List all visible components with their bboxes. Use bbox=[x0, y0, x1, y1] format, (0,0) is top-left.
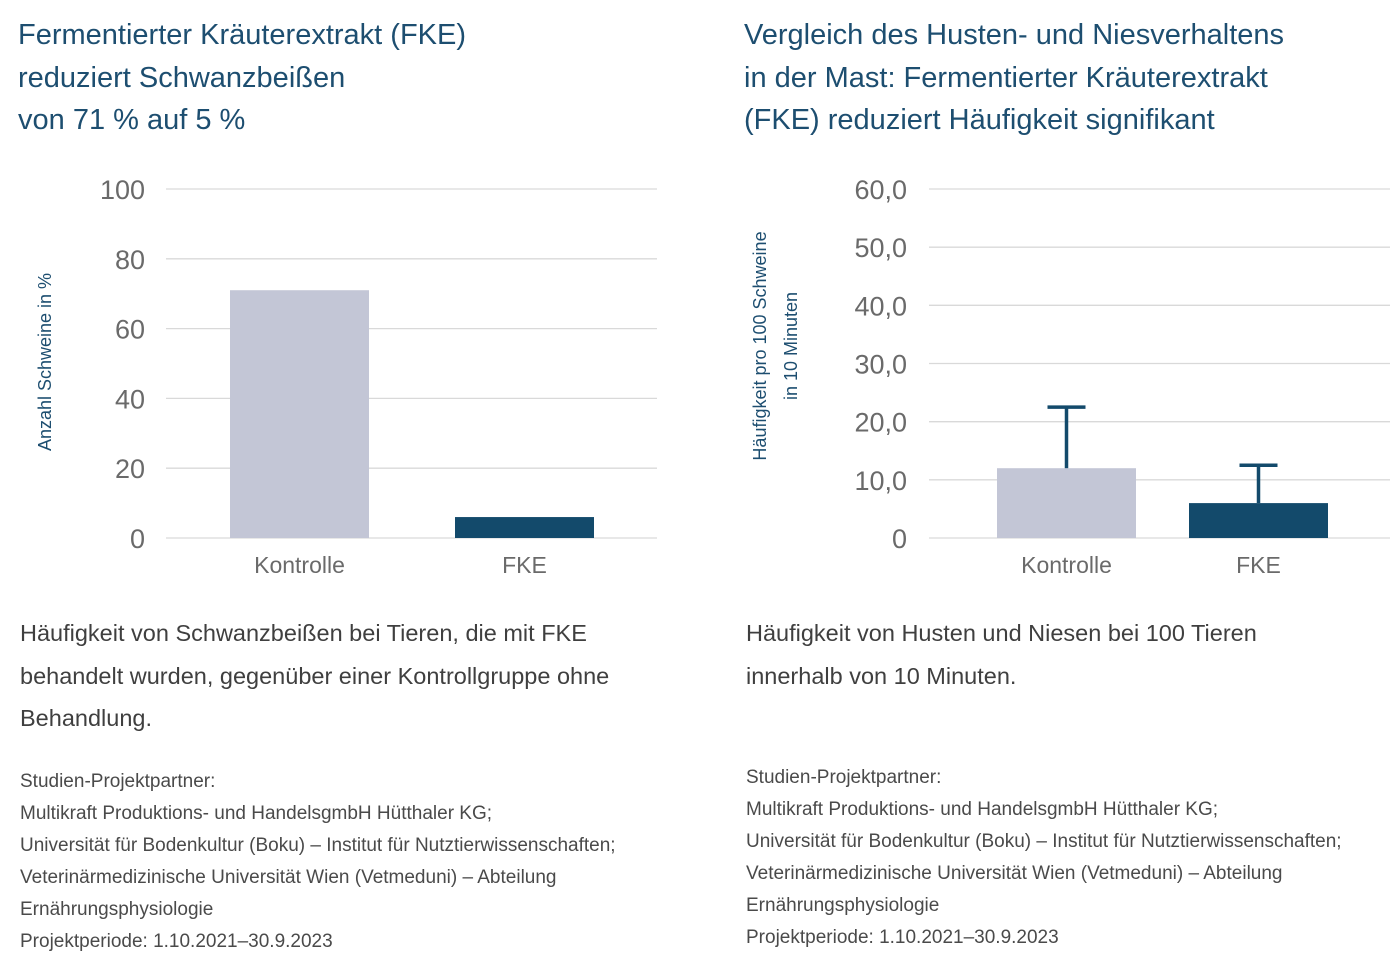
credits-line: Veterinärmedizinische Universität Wien (… bbox=[746, 863, 1283, 884]
title-line: reduziert Schwanzbeißen bbox=[18, 61, 346, 94]
credits-line: Universität für Bodenkultur (Boku) – Ins… bbox=[746, 831, 1342, 852]
credits-line: Veterinärmedizinische Universität Wien (… bbox=[20, 867, 557, 888]
title-line: (FKE) reduziert Häufigkeit signifikant bbox=[744, 104, 1215, 136]
chart-title: Vergleich des Husten- und Niesverhaltens… bbox=[744, 14, 1284, 142]
title-line: Fermentierter Kräuterextrakt (FKE) bbox=[18, 19, 466, 51]
description-line: Behandlung. bbox=[20, 705, 152, 731]
y-tick-label: 80 bbox=[115, 245, 145, 275]
bar-fke bbox=[455, 517, 594, 538]
study-credits: Studien-Projektpartner: Multikraft Produ… bbox=[746, 762, 1342, 954]
y-tick-label: 20 bbox=[115, 454, 145, 484]
credits-line: Projektperiode: 1.10.2021–30.9.2023 bbox=[746, 927, 1059, 948]
x-category-label: Kontrolle bbox=[254, 552, 345, 578]
credits-line: Ernährungsphysiologie bbox=[20, 899, 214, 920]
credits-line: Projektperiode: 1.10.2021–30.9.2023 bbox=[20, 931, 333, 952]
credits-line: Ernährungsphysiologie bbox=[746, 895, 940, 916]
y-axis-label-line: Anzahl Schweine in % bbox=[35, 273, 55, 451]
title-line: Vergleich des Husten- und Niesverhaltens bbox=[744, 19, 1285, 51]
description-line: behandelt wurden, gegenüber einer Kontro… bbox=[20, 662, 610, 689]
study-credits: Studien-Projektpartner: Multikraft Produ… bbox=[20, 766, 616, 958]
title-line: in der Mast: Fermentierter Kräuterextrak… bbox=[744, 61, 1268, 94]
description-line: Häufigkeit von Husten und Niesen bei 100… bbox=[746, 620, 1257, 646]
y-tick-label: 0 bbox=[130, 524, 145, 554]
credits-line: Multikraft Produktions- und HandelsgmbH … bbox=[20, 803, 493, 824]
y-axis-label-line: Häufigkeit pro 100 Schweine bbox=[750, 231, 770, 460]
bar-chart-tail-biting: 0 20 40 60 80 100 Kontrolle FKE Anzahl Schweine … bbox=[35, 175, 657, 578]
y-axis-label-line: in 10 Minuten bbox=[781, 292, 801, 400]
x-category-label: Kontrolle bbox=[1021, 552, 1112, 578]
y-axis-label: Anzahl Schweine in % bbox=[35, 273, 55, 451]
title-line: von 71 % auf 5 % bbox=[18, 104, 246, 136]
y-tick-label: 60 bbox=[115, 315, 145, 345]
right-panel: Vergleich des Husten- und Niesverhaltens… bbox=[726, 0, 1392, 963]
chart-title: Fermentierter Kräuterextrakt (FKE) reduz… bbox=[18, 14, 466, 142]
left-panel: Fermentierter Kräuterextrakt (FKE) reduz… bbox=[18, 14, 657, 958]
credits-line: Studien-Projektpartner: bbox=[746, 767, 942, 788]
description-line: Häufigkeit von Schwanzbeißen bei Tieren,… bbox=[20, 620, 587, 646]
y-tick-label: 50,0 bbox=[854, 233, 907, 263]
y-tick-label: 0 bbox=[892, 524, 907, 554]
bar-kontrolle bbox=[997, 468, 1136, 538]
credits-line: Studien-Projektpartner: bbox=[20, 771, 216, 792]
bar-fke bbox=[1189, 503, 1328, 538]
y-tick-label: 60,0 bbox=[854, 175, 907, 205]
y-tick-label: 40,0 bbox=[854, 291, 907, 321]
chart-description: Häufigkeit von Schwanzbeißen bei Tieren,… bbox=[20, 612, 609, 740]
y-tick-label: 10,0 bbox=[854, 466, 907, 496]
credits-line: Universität für Bodenkultur (Boku) – Ins… bbox=[20, 835, 616, 856]
y-axis-label: Häufigkeit pro 100 Schweine in 10 Minuten bbox=[750, 231, 801, 460]
y-tick-label: 40 bbox=[115, 384, 145, 414]
credits-line: Multikraft Produktions- und HandelsgmbH … bbox=[746, 799, 1219, 820]
bar-chart-coughing-sneezing: 0 10,0 20,0 30,0 40,0 50,0 60,0 Kontrolle FKE Häu… bbox=[750, 175, 1390, 578]
x-category-label: FKE bbox=[502, 552, 547, 578]
x-category-label: FKE bbox=[1236, 552, 1281, 578]
y-tick-label: 20,0 bbox=[854, 408, 907, 438]
bar-kontrolle bbox=[230, 290, 369, 538]
y-tick-label: 30,0 bbox=[854, 350, 907, 380]
chart-description: Häufigkeit von Husten und Niesen bei 100… bbox=[746, 612, 1257, 697]
y-tick-label: 100 bbox=[100, 175, 145, 205]
description-line: innerhalb von 10 Minuten. bbox=[746, 662, 1017, 689]
